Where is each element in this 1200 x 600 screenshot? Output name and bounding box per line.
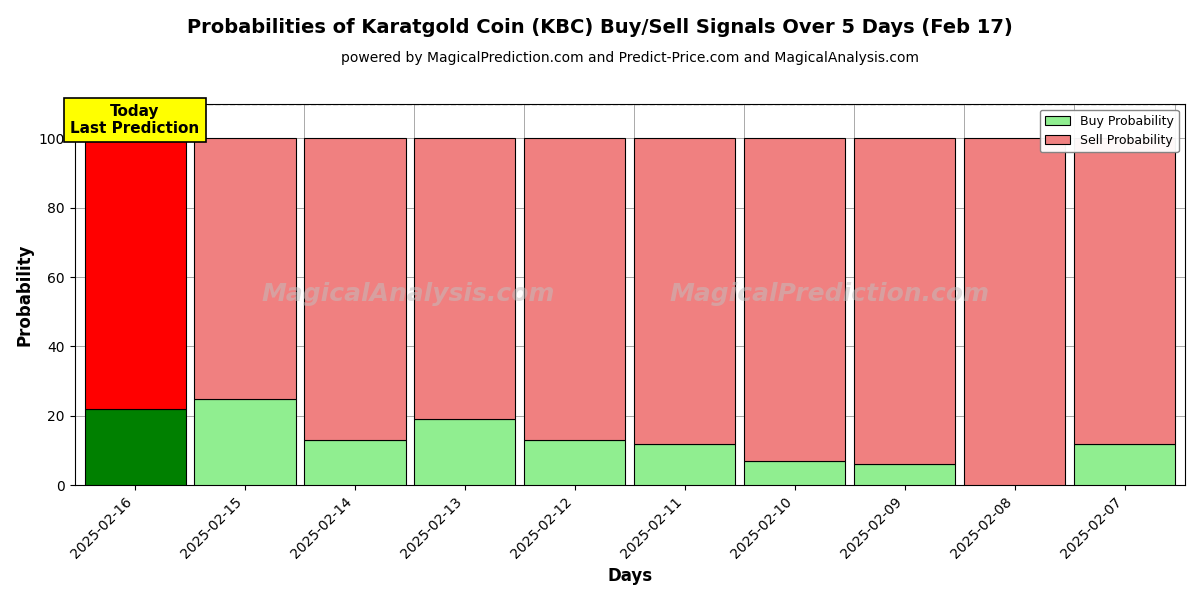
Bar xyxy=(744,461,845,485)
Bar xyxy=(305,139,406,440)
Bar xyxy=(305,440,406,485)
Legend: Buy Probability, Sell Probability: Buy Probability, Sell Probability xyxy=(1040,110,1178,152)
X-axis label: Days: Days xyxy=(607,567,653,585)
Bar xyxy=(854,139,955,464)
Bar xyxy=(1074,139,1175,443)
Bar xyxy=(524,139,625,440)
Bar xyxy=(414,419,516,485)
Bar xyxy=(414,139,516,419)
Text: MagicalPrediction.com: MagicalPrediction.com xyxy=(670,283,990,307)
Bar xyxy=(854,464,955,485)
Bar xyxy=(1074,443,1175,485)
Bar xyxy=(194,139,295,398)
Text: Today
Last Prediction: Today Last Prediction xyxy=(71,104,199,136)
Bar xyxy=(84,409,186,485)
Title: powered by MagicalPrediction.com and Predict-Price.com and MagicalAnalysis.com: powered by MagicalPrediction.com and Pre… xyxy=(341,51,919,65)
Bar xyxy=(84,139,186,409)
Y-axis label: Probability: Probability xyxy=(16,243,34,346)
Bar xyxy=(635,139,736,443)
Bar xyxy=(964,139,1066,485)
Bar xyxy=(524,440,625,485)
Bar xyxy=(744,139,845,461)
Bar xyxy=(635,443,736,485)
Text: Probabilities of Karatgold Coin (KBC) Buy/Sell Signals Over 5 Days (Feb 17): Probabilities of Karatgold Coin (KBC) Bu… xyxy=(187,18,1013,37)
Bar xyxy=(194,398,295,485)
Text: MagicalAnalysis.com: MagicalAnalysis.com xyxy=(262,283,554,307)
